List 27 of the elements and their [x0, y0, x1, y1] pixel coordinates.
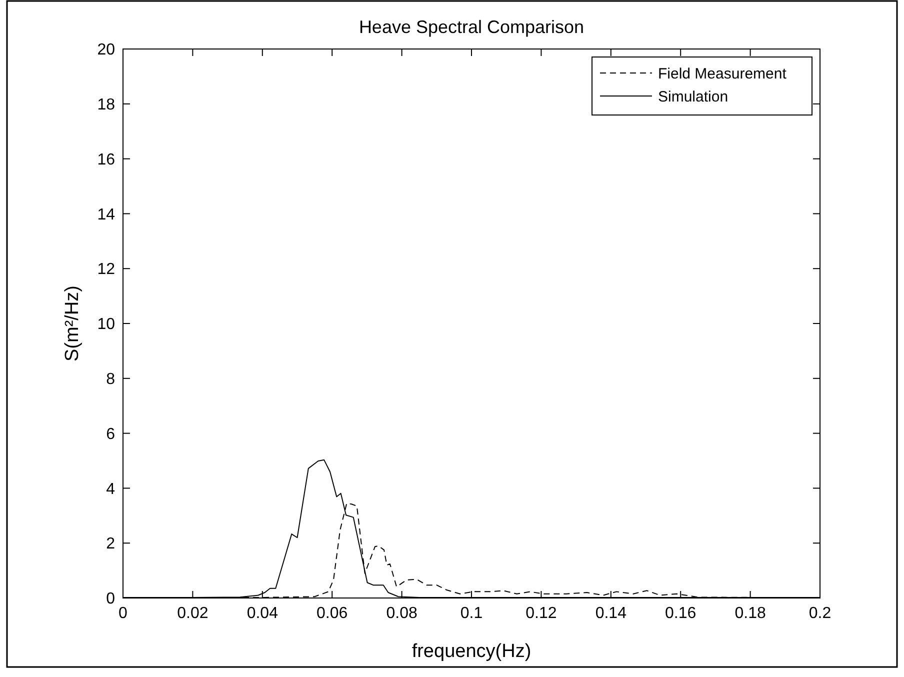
y-tick-label: 4: [106, 480, 116, 498]
y-axis-title: S(m²/Hz): [62, 286, 83, 362]
y-tick-label: 14: [97, 206, 116, 224]
x-tick-label: 0.16: [665, 605, 696, 622]
x-tick-label: 0.08: [386, 605, 418, 622]
y-tick-label: 0: [106, 590, 116, 608]
y-tick-label: 8: [106, 371, 116, 388]
y-tick-label: 20: [97, 42, 116, 59]
x-tick-label: 0.1: [460, 605, 483, 622]
y-tick-label: 16: [97, 151, 116, 168]
y-tick-label: 18: [97, 96, 116, 114]
x-tick-label: 0.12: [526, 605, 557, 622]
x-axis-title: frequency(Hz): [412, 641, 532, 662]
y-tick-label: 12: [97, 261, 116, 278]
x-tick-label: 0.14: [595, 605, 627, 622]
x-tick-label: 0: [118, 605, 128, 622]
legend-label: Field Measurement: [658, 65, 788, 82]
legend-label: Simulation: [658, 88, 728, 106]
chart-title: Heave Spectral Comparison: [358, 17, 584, 37]
y-tick-label: 6: [106, 426, 116, 443]
y-tick-label: 2: [106, 536, 116, 553]
x-tick-label: 0.02: [177, 605, 208, 622]
x-tick-label: 0.04: [246, 605, 278, 622]
y-tick-label: 10: [97, 316, 116, 334]
x-tick-label: 0.06: [316, 605, 348, 622]
x-tick-label: 0.18: [734, 605, 766, 622]
x-tick-label: 0.2: [808, 605, 832, 622]
